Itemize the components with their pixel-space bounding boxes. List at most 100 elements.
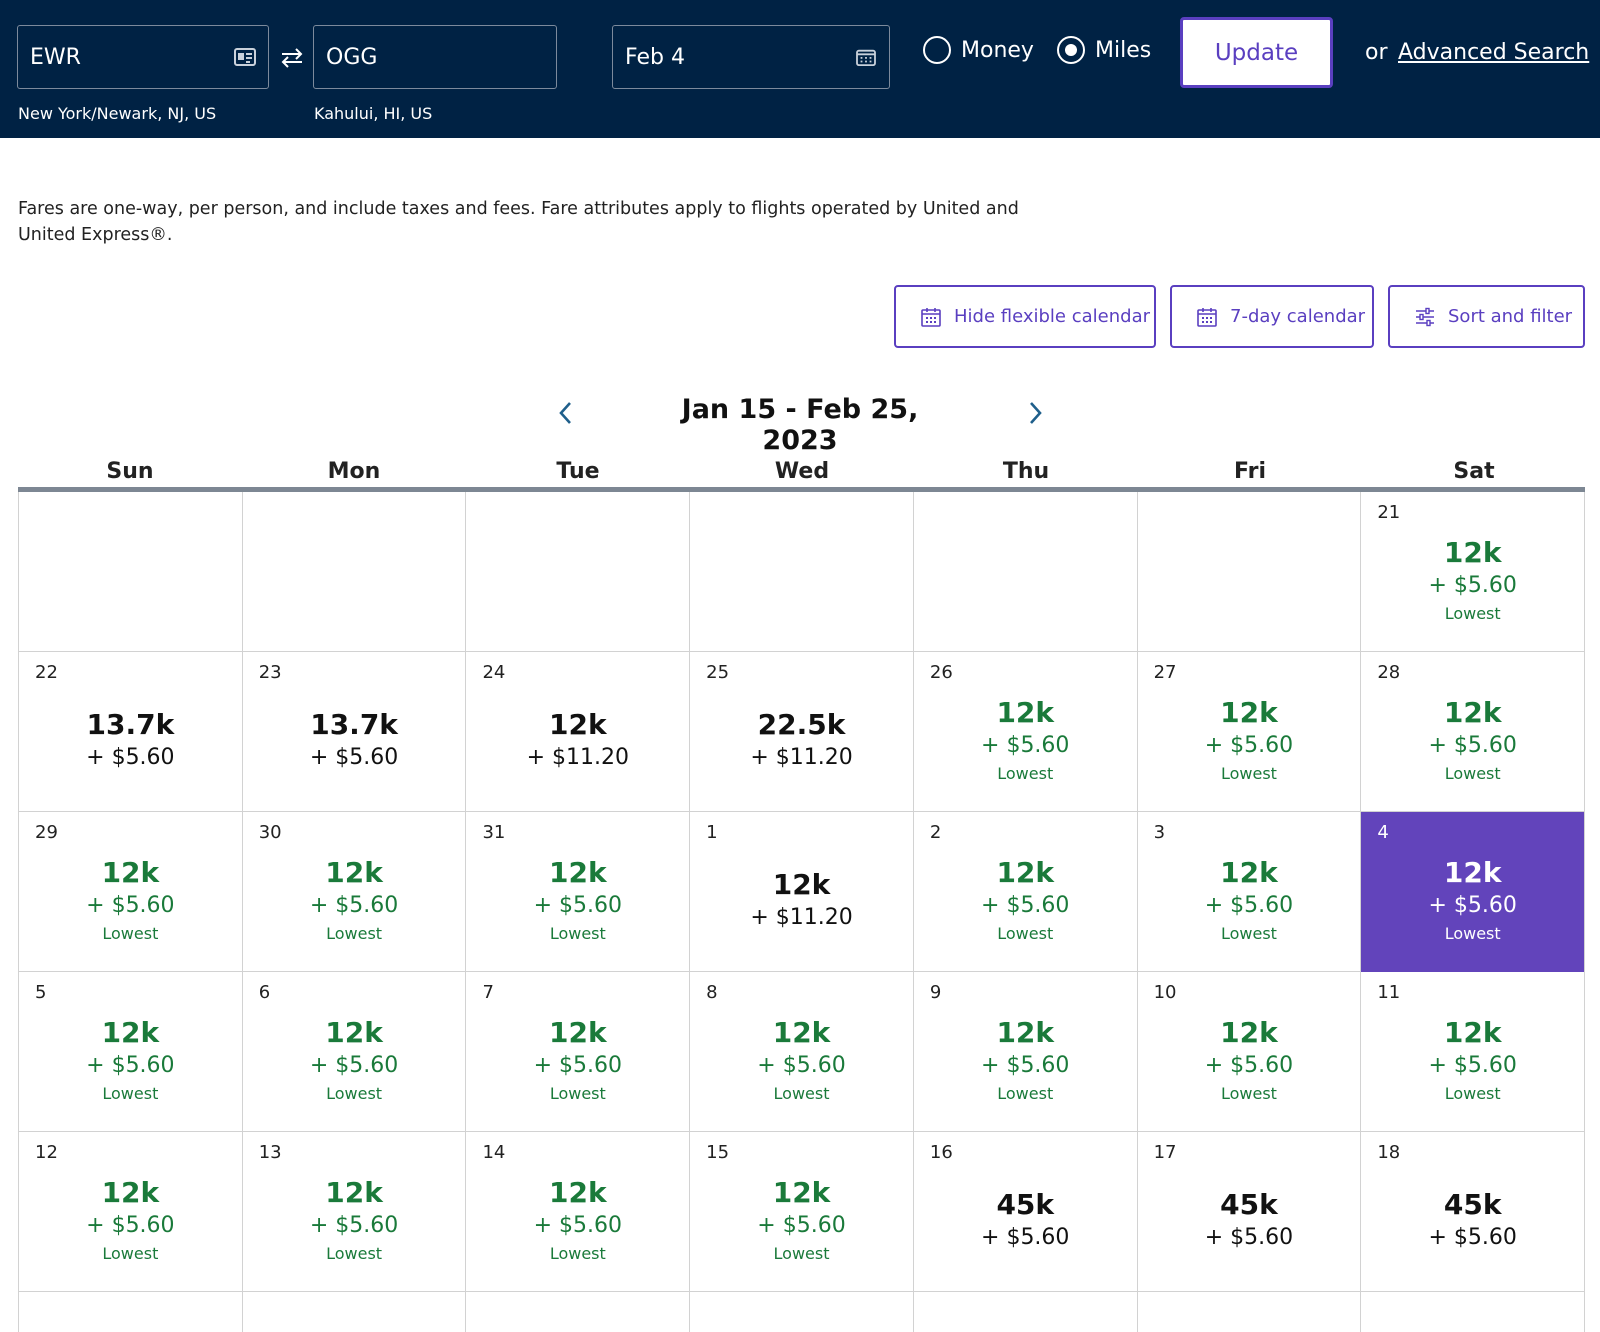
next-range-chevron-icon[interactable] xyxy=(1024,399,1046,427)
calendar-day-cell[interactable]: 2 12k + $5.60 Lowest xyxy=(914,812,1138,972)
calendar-day-cell[interactable]: 18 45k + $5.60 xyxy=(1361,1132,1586,1292)
money-radio-circle[interactable] xyxy=(923,36,951,64)
day-number: 30 xyxy=(258,822,282,843)
destination-field[interactable]: OGG xyxy=(313,25,557,89)
fare-miles: 12k xyxy=(1443,536,1502,569)
calendar-day-cell[interactable]: 23 13.7k + $5.60 xyxy=(243,652,467,812)
miles-radio-label: Miles xyxy=(1095,37,1152,63)
calendar-day-cell[interactable]: 30 12k + $5.60 Lowest xyxy=(243,812,467,972)
calendar-week-row-partial xyxy=(19,1292,1586,1332)
calendar-day-cell[interactable]: 12 12k + $5.60 Lowest xyxy=(19,1132,243,1292)
fare-taxes: + $5.60 xyxy=(1428,733,1517,758)
lowest-fare-badge: Lowest xyxy=(549,1084,606,1103)
calendar-day-cell[interactable]: 6 12k + $5.60 Lowest xyxy=(243,972,467,1132)
calendar-day-cell[interactable]: 27 12k + $5.60 Lowest xyxy=(1138,652,1362,812)
money-radio[interactable]: Money xyxy=(923,36,1034,64)
fare-taxes: + $5.60 xyxy=(86,745,175,770)
fare-miles: 12k xyxy=(325,1176,383,1209)
fare-block: 12k + $5.60 Lowest xyxy=(466,1016,689,1106)
calendar-day-cell[interactable] xyxy=(19,1292,243,1332)
hide-flexible-calendar-button[interactable]: Hide flexible calendar xyxy=(894,285,1156,348)
swap-icon[interactable] xyxy=(279,47,305,69)
sort-and-filter-button[interactable]: Sort and filter xyxy=(1388,285,1585,348)
day-number: 9 xyxy=(929,982,942,1003)
calendar-day-cell[interactable]: 31 12k + $5.60 Lowest xyxy=(466,812,691,972)
day-number: 7 xyxy=(482,982,494,1003)
day-number: 23 xyxy=(258,662,282,683)
calendar-day-cell[interactable]: 21 12k + $5.60 Lowest xyxy=(1361,492,1586,652)
fare-info-text: Fares are one-way, per person, and inclu… xyxy=(18,199,1019,245)
fare-miles: 12k xyxy=(325,1016,383,1049)
lowest-fare-badge: Lowest xyxy=(1444,924,1501,943)
fare-miles: 12k xyxy=(1443,856,1502,889)
origin-field[interactable]: EWR xyxy=(17,25,269,89)
lowest-fare-badge: Lowest xyxy=(326,1244,383,1263)
day-number: 2 xyxy=(929,822,942,843)
calendar-day-cell[interactable]: 17 45k + $5.60 xyxy=(1138,1132,1362,1292)
lowest-fare-badge: Lowest xyxy=(1444,764,1501,783)
lowest-fare-badge: Lowest xyxy=(997,764,1054,783)
calendar-day-cell-selected[interactable]: 4 12k + $5.60 Lowest xyxy=(1361,812,1586,972)
weekday-header-wed: Wed xyxy=(774,459,830,484)
calendar-day-cell[interactable]: 28 12k + $5.60 Lowest xyxy=(1361,652,1586,812)
calendar-day-cell[interactable] xyxy=(243,1292,467,1332)
fare-block: 12k + $5.60 Lowest xyxy=(1361,856,1584,946)
fare-miles: 12k xyxy=(996,696,1055,729)
calendar-day-cell[interactable] xyxy=(914,1292,1138,1332)
search-header: EWR New York/Newark, NJ, US OGG Kahului,… xyxy=(0,0,1600,138)
fare-block: 12k + $5.60 Lowest xyxy=(243,856,466,946)
calendar-day-cell[interactable] xyxy=(466,1292,691,1332)
calendar-day-cell[interactable]: 7 12k + $5.60 Lowest xyxy=(466,972,691,1132)
day-number: 18 xyxy=(1377,1142,1401,1163)
update-button[interactable]: Update xyxy=(1180,17,1333,88)
advanced-search-link[interactable]: Advanced Search xyxy=(1398,40,1590,65)
calendar-day-cell[interactable]: 8 12k + $5.60 Lowest xyxy=(690,972,914,1132)
lowest-fare-badge: Lowest xyxy=(773,1244,830,1263)
calendar-day-cell[interactable] xyxy=(1138,1292,1362,1332)
weekday-header-thu: Thu xyxy=(1002,459,1050,484)
lowest-fare-badge: Lowest xyxy=(102,924,159,943)
fare-miles: 12k xyxy=(772,1016,831,1049)
fare-taxes: + $5.60 xyxy=(981,733,1070,758)
fare-block: 12k + $11.20 xyxy=(690,868,913,934)
calendar-day-cell[interactable]: 25 22.5k + $11.20 xyxy=(690,652,914,812)
miles-radio-circle[interactable] xyxy=(1057,36,1085,64)
fare-miles: 12k xyxy=(101,1176,160,1209)
fare-block: 12k + $5.60 Lowest xyxy=(1361,696,1584,786)
lowest-fare-badge: Lowest xyxy=(997,924,1054,943)
calendar-week-row: 29 12k + $5.60 Lowest 30 12k + $5.60 Lowest 31 12… xyxy=(19,812,1586,972)
previous-range-chevron-icon[interactable] xyxy=(555,399,577,427)
id-card-icon xyxy=(234,48,256,66)
hide-flexible-calendar-label: Hide flexible calendar xyxy=(954,306,1150,327)
fare-block: 45k + $5.60 xyxy=(1361,1188,1584,1254)
calendar-day-cell[interactable]: 11 12k + $5.60 Lowest xyxy=(1361,972,1586,1132)
calendar-day-cell[interactable]: 13 12k + $5.60 Lowest xyxy=(243,1132,467,1292)
fare-taxes: + $5.60 xyxy=(1204,1225,1294,1250)
calendar-day-cell[interactable]: 1 12k + $11.20 xyxy=(690,812,914,972)
fare-taxes: + $5.60 xyxy=(981,893,1070,918)
fare-taxes: + $5.60 xyxy=(309,1053,399,1078)
calendar-empty-cell xyxy=(914,492,1138,652)
calendar-day-cell[interactable]: 10 12k + $5.60 Lowest xyxy=(1138,972,1362,1132)
calendar-day-cell[interactable]: 5 12k + $5.60 Lowest xyxy=(19,972,243,1132)
calendar-day-cell[interactable]: 22 13.7k + $5.60 xyxy=(19,652,243,812)
calendar-day-cell[interactable] xyxy=(690,1292,914,1332)
weekday-header-mon: Mon xyxy=(327,459,381,484)
calendar-day-cell[interactable]: 14 12k + $5.60 Lowest xyxy=(466,1132,691,1292)
calendar-day-cell[interactable]: 15 12k + $5.60 Lowest xyxy=(690,1132,914,1292)
destination-code: OGG xyxy=(326,44,378,70)
fare-miles: 12k xyxy=(325,856,383,889)
calendar-day-cell[interactable]: 29 12k + $5.60 Lowest xyxy=(19,812,243,972)
date-field[interactable]: Feb 4 xyxy=(612,25,890,89)
calendar-day-cell[interactable] xyxy=(1361,1292,1586,1332)
calendar-day-cell[interactable]: 3 12k + $5.60 Lowest xyxy=(1138,812,1362,972)
calendar-day-cell[interactable]: 24 12k + $11.20 xyxy=(466,652,691,812)
or-label: or xyxy=(1365,40,1388,65)
miles-radio[interactable]: Miles xyxy=(1057,36,1151,64)
calendar-day-cell[interactable]: 9 12k + $5.60 Lowest xyxy=(914,972,1138,1132)
lowest-fare-badge: Lowest xyxy=(326,1084,383,1103)
fare-block: 12k + $5.60 Lowest xyxy=(690,1016,913,1106)
seven-day-calendar-button[interactable]: 7-day calendar xyxy=(1170,285,1374,348)
calendar-day-cell[interactable]: 26 12k + $5.60 Lowest xyxy=(914,652,1138,812)
calendar-day-cell[interactable]: 16 45k + $5.60 xyxy=(914,1132,1138,1292)
